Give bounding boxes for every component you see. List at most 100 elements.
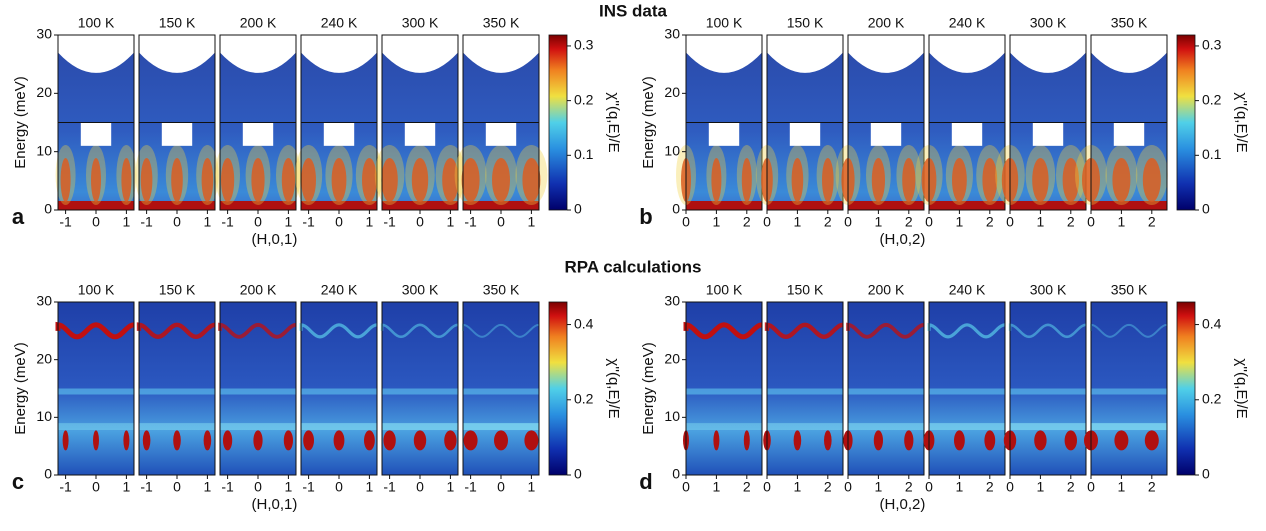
mask-top (686, 35, 762, 73)
intensity-glow (405, 145, 435, 205)
intensity-glow (485, 145, 517, 205)
x-tick-label: 0 (925, 214, 933, 230)
x-tick-label: 0 (682, 214, 690, 230)
temperature-label: 150 K (159, 282, 196, 298)
colorbar-tick-label: 0.3 (574, 37, 594, 53)
colorbar-tick-label: 0.2 (1202, 91, 1222, 107)
dispersion (136, 322, 216, 340)
intensity-spot (952, 158, 967, 202)
panel-label: a (12, 204, 25, 229)
heatmap-panel (218, 301, 297, 476)
intensity-spot (93, 430, 99, 451)
section-title: INS data (599, 1, 668, 20)
colorbar-tick-label: 0 (574, 466, 582, 482)
intensity-glow (736, 145, 757, 205)
elastic-band (463, 201, 539, 210)
intensity-glow (295, 145, 323, 205)
intensity-spot (1062, 158, 1080, 202)
temperature-label: 200 K (240, 282, 277, 298)
intensity-spot (1064, 430, 1078, 451)
intensity-spot (494, 430, 508, 451)
intensity-spot (984, 430, 996, 451)
x-tick-label: 0 (763, 214, 771, 230)
band-8 (220, 423, 296, 431)
y-axis-label: Energy (meV) (12, 342, 29, 435)
intensity-spot (173, 430, 181, 451)
intensity-spot (413, 430, 427, 451)
intensity-glow (325, 145, 353, 205)
x-tick-label: -1 (302, 479, 315, 495)
heatmap-panel (135, 34, 219, 211)
intensity-spot (873, 430, 884, 451)
y-tick-label: 30 (664, 26, 680, 42)
frame (766, 301, 844, 476)
temperature-label: 100 K (78, 15, 115, 31)
elastic-band (58, 201, 134, 210)
temperature-label: 150 K (159, 15, 196, 31)
band-14 (463, 388, 539, 395)
intensity-spot (171, 158, 183, 202)
heatmap-panel (763, 301, 844, 476)
x-tick-label: 0 (1087, 214, 1095, 230)
band-8 (1091, 423, 1167, 431)
intensity-spot (743, 430, 750, 451)
x-tick-label: -1 (383, 479, 396, 495)
dispersion (380, 323, 459, 339)
mask-top (1010, 35, 1086, 73)
heatmap-panel (1003, 301, 1087, 476)
colorbar-tick-label: 0 (574, 201, 582, 217)
temperature-label: 300 K (402, 15, 439, 31)
heatmap-panel (1084, 301, 1168, 476)
frame (1090, 301, 1168, 476)
colorbar-tick-label: 0.2 (1202, 390, 1222, 406)
intensity-spot (822, 158, 834, 202)
mask (870, 122, 902, 146)
intensity-glow (55, 145, 76, 205)
intensity-glow (355, 145, 383, 205)
x-tick-label: 0 (763, 479, 771, 495)
dispersion (299, 322, 378, 339)
frame (847, 34, 925, 211)
intensity-glow (86, 145, 106, 205)
heatmap-panel (915, 34, 1006, 211)
x-tick-label: 1 (528, 214, 536, 230)
frame (1090, 34, 1168, 211)
intensity-spot (492, 158, 510, 202)
heatmap-panel (454, 34, 548, 211)
intensity-spot (203, 430, 212, 451)
temperature-label: 150 K (787, 15, 824, 31)
y-tick-label: 30 (36, 26, 52, 42)
heatmap-panel (299, 301, 378, 476)
temperature-label: 300 K (1030, 282, 1067, 298)
x-tick-label: 0 (92, 214, 100, 230)
elastic-band (848, 201, 924, 210)
intensity-spot (253, 430, 263, 451)
intensity-spot (902, 158, 916, 202)
x-tick-label: 1 (956, 479, 964, 495)
frame (928, 301, 1006, 476)
mask (1113, 122, 1145, 146)
x-tick-label: 2 (905, 214, 913, 230)
intensity-glow (515, 145, 548, 205)
mask-top (382, 35, 458, 73)
x-tick-label: 0 (844, 214, 852, 230)
band-14 (1091, 388, 1167, 395)
heatmap-panel (215, 34, 301, 211)
intensity-glow (896, 145, 922, 205)
intensity-spot (1032, 158, 1049, 202)
intensity-spot (142, 430, 151, 451)
x-tick-label: 0 (1087, 479, 1095, 495)
band-8 (463, 423, 539, 431)
intensity-spot (1144, 430, 1159, 451)
x-tick-label: 1 (285, 214, 293, 230)
intensity-spot (281, 158, 295, 202)
intensity-spot (362, 158, 377, 202)
heatmap-panel (1075, 34, 1168, 211)
x-tick-label: 1 (447, 479, 455, 495)
temperature-label: 350 K (483, 15, 520, 31)
x-tick-label: 0 (173, 214, 181, 230)
band-14 (767, 388, 843, 395)
intensity-glow (1105, 145, 1138, 205)
x-tick-label: -1 (221, 214, 234, 230)
